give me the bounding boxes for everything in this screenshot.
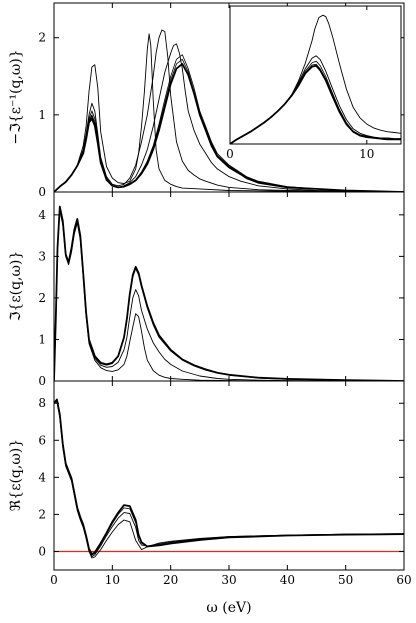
panel-imag-ylabel: ℑ{ε(q,ω)} [8,251,24,322]
panel-real-ytick-label: 8 [38,396,46,410]
panel-real-frame [53,380,405,571]
panel-loss-inset-xtick-label: 10 [359,147,374,161]
panel-loss-inset-series-4 [230,64,401,144]
panel-real-ytick-label: 4 [38,470,46,484]
panel-imag-ytick-label: 0 [38,374,46,388]
panel-real-ylabel: ℜ{ε(q,ω)} [8,439,24,511]
panel-loss-ytick-label: 1 [38,108,46,122]
panel-imag-ytick-label: 2 [38,291,46,305]
panel-imag-series-0 [54,210,404,381]
panel-loss-series-0 [54,33,404,192]
panel-imag-series-1 [54,208,404,381]
panel-loss-inset-background [230,6,401,144]
panel-real-xtick-label: 0 [50,573,58,587]
panel-imag-ytick-label: 3 [38,249,46,263]
panel-real-ytick-label: 2 [38,507,46,521]
panel-loss-series-5 [54,63,404,192]
panel-imag: 0 1 2 3 4 ℑ{ε(q,ω)} [8,191,405,388]
panel-loss-inset-frame [229,5,402,145]
panel-real-series-3 [54,398,404,556]
panel-real-xtick-label: 30 [221,573,236,587]
panel-loss-ytick-label: 0 [38,185,46,199]
x-axis-label: ω (eV) [206,600,251,616]
panel-imag-frame [53,191,405,382]
panel-imag-series-2 [54,207,404,381]
panel-imag-ytick-label: 4 [38,208,46,222]
panel-imag-ytick-label: 1 [38,332,46,346]
panel-loss-ylabel: −ℑ{ε⁻¹(q,ω)} [8,49,24,144]
panel-real-xtick-label: 40 [280,573,295,587]
panel-loss-inset-xtick-label: 0 [226,147,234,161]
panel-real-ytick-label: 0 [38,544,46,558]
panel-real-xtick-label: 10 [105,573,120,587]
panel-loss-ytick-label: 2 [38,31,46,45]
panel-loss-inset: 0 10 [226,5,402,161]
panel-real-ytick-label: 6 [38,433,46,447]
panel-real-xtick-label: 60 [396,573,411,587]
panel-real-xtick-label: 50 [338,573,353,587]
panel-real-xtick-label: 20 [163,573,178,587]
panel-imag-series-3 [54,205,404,381]
panel-real: 0 10 20 30 40 50 60 0 2 4 6 8 ℜ{ε(q,ω)} [8,380,412,587]
